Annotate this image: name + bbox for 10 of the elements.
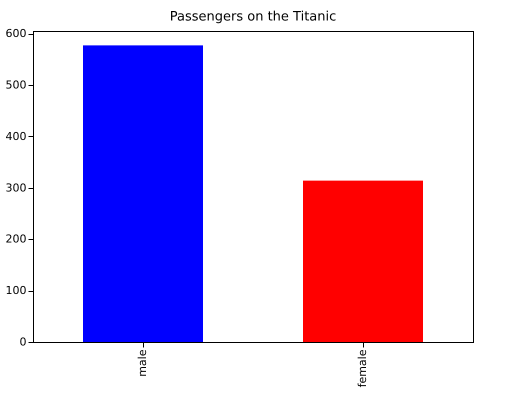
y-tick-label: 300: [6, 181, 26, 194]
y-tick-label: 200: [6, 232, 26, 246]
x-tick-label: female: [356, 349, 369, 388]
y-tick-label: 0: [20, 336, 26, 348]
y-tick-label: 600: [6, 27, 26, 40]
y-tick-label: 100: [6, 284, 26, 298]
chart-title: Passengers on the Titanic: [170, 10, 336, 25]
y-tick-label: 400: [6, 130, 26, 143]
y-tick-label: 500: [6, 78, 26, 92]
x-tick-label: male: [136, 349, 149, 377]
